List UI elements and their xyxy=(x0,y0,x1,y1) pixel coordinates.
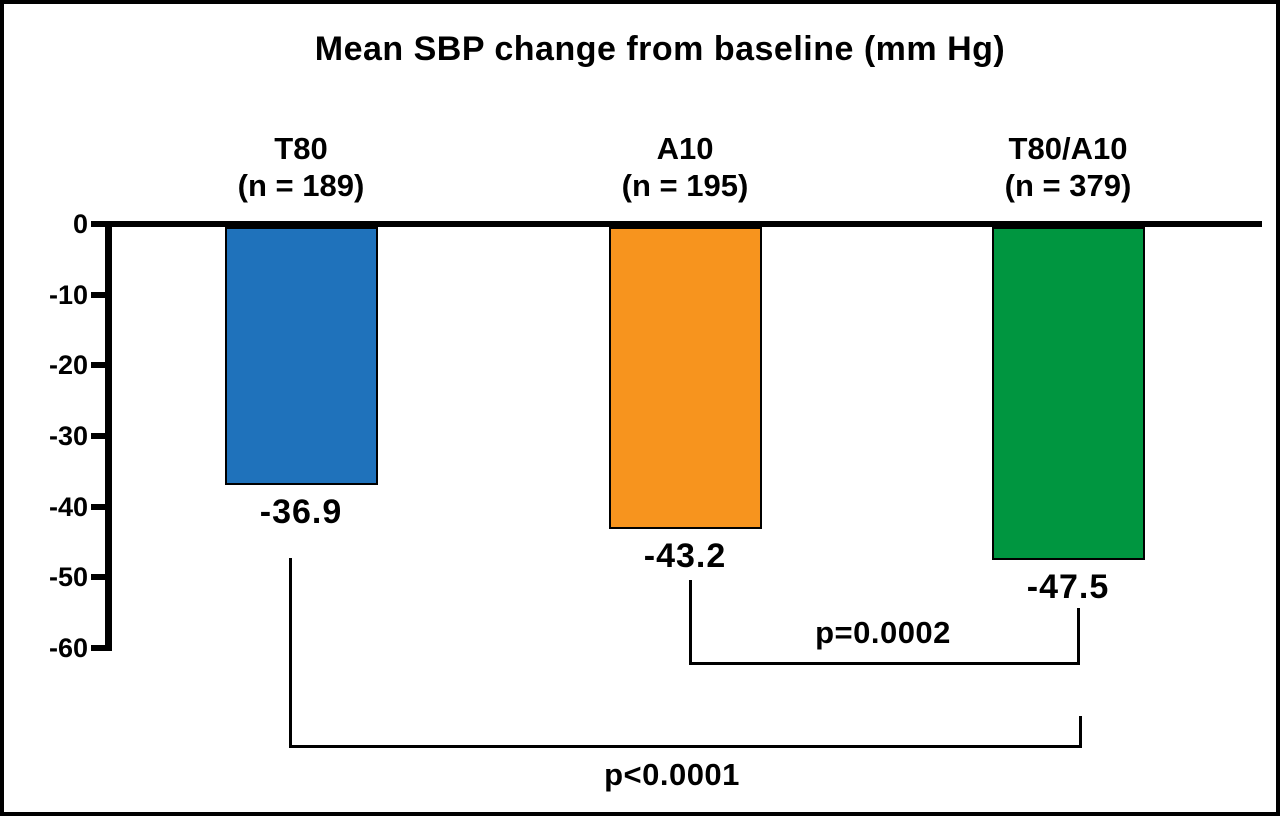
bracket-left-line xyxy=(289,558,292,748)
y-axis-tick-label: -50 xyxy=(48,562,88,593)
y-axis-tick xyxy=(91,362,105,369)
bracket-bottom-line xyxy=(289,745,1082,748)
value-label-T80/A10: -47.5 xyxy=(1026,567,1110,606)
category-n-count: (n = 379) xyxy=(1004,168,1132,203)
category-label-T80/A10: T80/A10 (n = 379) xyxy=(908,130,1228,204)
bracket-left-line xyxy=(689,580,692,665)
chart-title: Mean SBP change from baseline (mm Hg) xyxy=(314,30,1006,68)
y-axis-tick xyxy=(91,574,105,581)
category-name: T80 xyxy=(274,131,328,166)
y-axis-tick-label: -40 xyxy=(48,491,88,522)
y-axis-tick xyxy=(91,432,105,439)
category-label-A10: A10 (n = 195) xyxy=(525,130,845,204)
bracket-right-line xyxy=(1079,716,1082,748)
y-axis-tick-label: -10 xyxy=(48,279,88,310)
y-axis-tick xyxy=(91,221,105,227)
bracket-right-line xyxy=(1077,608,1080,665)
bar-T80 xyxy=(224,227,378,485)
y-axis-tick xyxy=(91,291,105,298)
y-axis-tick-label: -30 xyxy=(48,420,88,451)
y-axis-tick-label: 0 xyxy=(72,209,88,239)
category-name: T80/A10 xyxy=(1008,131,1128,166)
y-axis-tick xyxy=(91,503,105,510)
value-label-T80: -36.9 xyxy=(259,492,343,531)
bar-A10 xyxy=(608,227,762,530)
bracket-bottom-line xyxy=(689,662,1080,665)
x-axis-baseline xyxy=(95,221,1262,227)
y-axis-tick-label: -20 xyxy=(48,350,88,381)
category-name: A10 xyxy=(656,131,714,166)
y-axis-line xyxy=(105,221,112,651)
category-n-count: (n = 189) xyxy=(237,168,365,203)
category-n-count: (n = 195) xyxy=(621,168,749,203)
p-value-label: p=0.0002 xyxy=(815,615,951,650)
y-axis-tick-label: -60 xyxy=(48,632,88,663)
p-value-label: p<0.0001 xyxy=(604,757,740,792)
value-label-A10: -43.2 xyxy=(643,537,727,576)
y-axis-tick xyxy=(91,644,105,651)
category-label-T80: T80 (n = 189) xyxy=(141,130,461,204)
bar-T80/A10 xyxy=(991,227,1145,560)
